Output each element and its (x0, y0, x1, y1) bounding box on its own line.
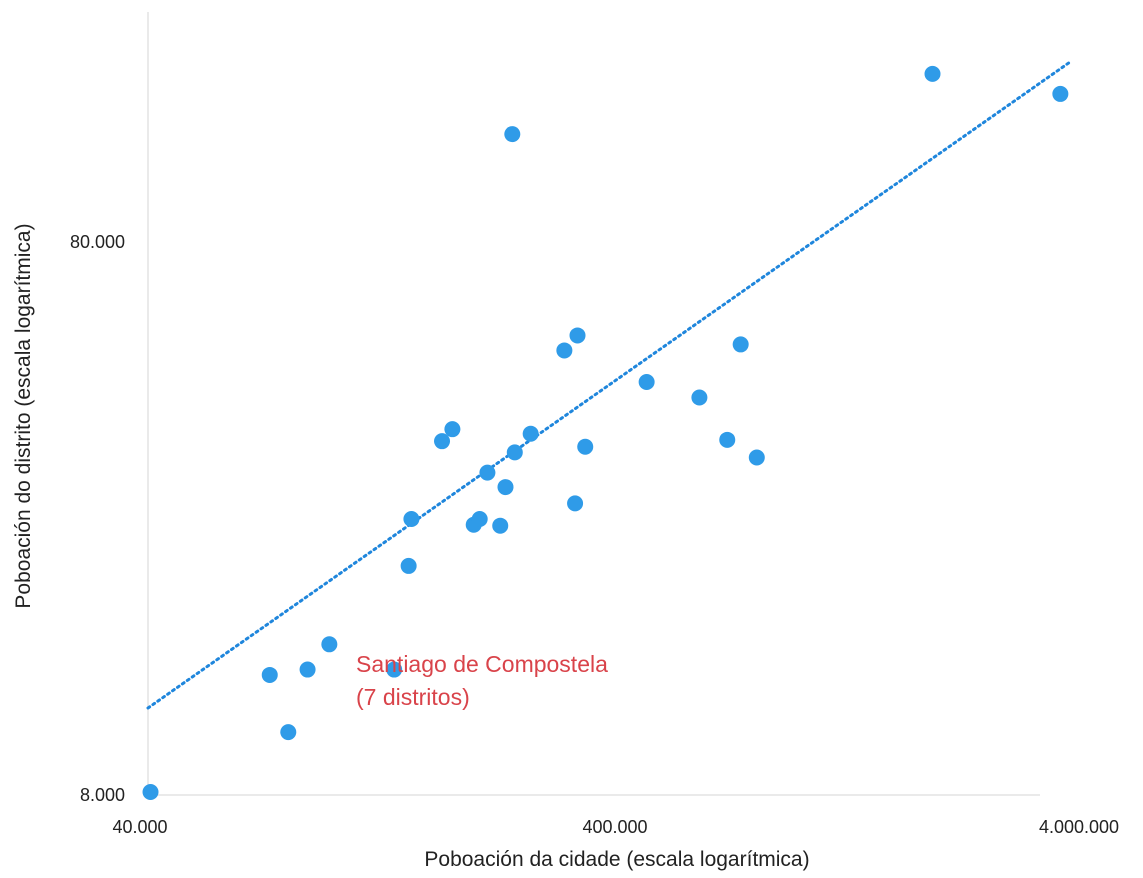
trendline (146, 60, 1072, 710)
data-point (504, 126, 521, 143)
data-point (400, 557, 417, 574)
x-tick-labels: 40.000 400.000 4.000.000 (112, 817, 1119, 837)
data-point (567, 495, 584, 512)
annotation-line-1: Santiago de Compostela (356, 651, 608, 677)
data-point (638, 374, 655, 391)
data-point (434, 433, 451, 450)
trendline-layer (146, 60, 1072, 710)
data-point (386, 661, 403, 678)
x-tick-label-2: 4.000.000 (1039, 817, 1119, 837)
data-point (142, 784, 159, 801)
points-layer (142, 65, 1069, 801)
data-point (471, 510, 488, 527)
axes (147, 12, 1040, 796)
data-point (492, 517, 509, 534)
annotation-line-2: (7 distritos) (356, 684, 470, 710)
data-point (732, 336, 749, 353)
x-tick-label-0: 40.000 (112, 817, 167, 837)
data-point (1052, 85, 1069, 102)
y-tick-label-0: 8.000 (80, 785, 125, 805)
data-point (748, 449, 765, 466)
x-tick-label-1: 400.000 (582, 817, 647, 837)
data-point (569, 327, 586, 344)
data-point (506, 444, 523, 461)
data-point (522, 425, 539, 442)
data-point (577, 438, 594, 455)
data-point (280, 724, 297, 741)
data-point (924, 65, 941, 82)
y-tick-labels: 8.000 80.000 (70, 232, 125, 805)
data-point (556, 342, 573, 359)
data-point (261, 666, 278, 683)
y-axis-title: Poboación do distrito (escala logarítmic… (12, 223, 35, 608)
data-point (497, 479, 514, 496)
annotation-santiago: Santiago de Compostela (7 distritos) (356, 651, 614, 710)
data-point (403, 510, 420, 527)
data-point (479, 464, 496, 481)
data-point (444, 421, 461, 438)
data-point (719, 431, 736, 448)
x-axis-title: Poboación da cidade (escala logarítmica) (424, 848, 809, 871)
data-point (321, 636, 338, 653)
y-tick-label-1: 80.000 (70, 232, 125, 252)
data-point (299, 661, 316, 678)
data-point (691, 389, 708, 406)
